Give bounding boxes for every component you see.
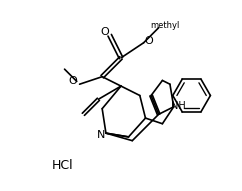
- Text: O: O: [69, 76, 77, 86]
- Text: N: N: [97, 130, 106, 140]
- Text: NH: NH: [171, 101, 186, 111]
- Text: methyl: methyl: [151, 21, 180, 30]
- Text: HCl: HCl: [51, 159, 73, 172]
- Text: O: O: [144, 36, 153, 46]
- Text: O: O: [101, 27, 109, 36]
